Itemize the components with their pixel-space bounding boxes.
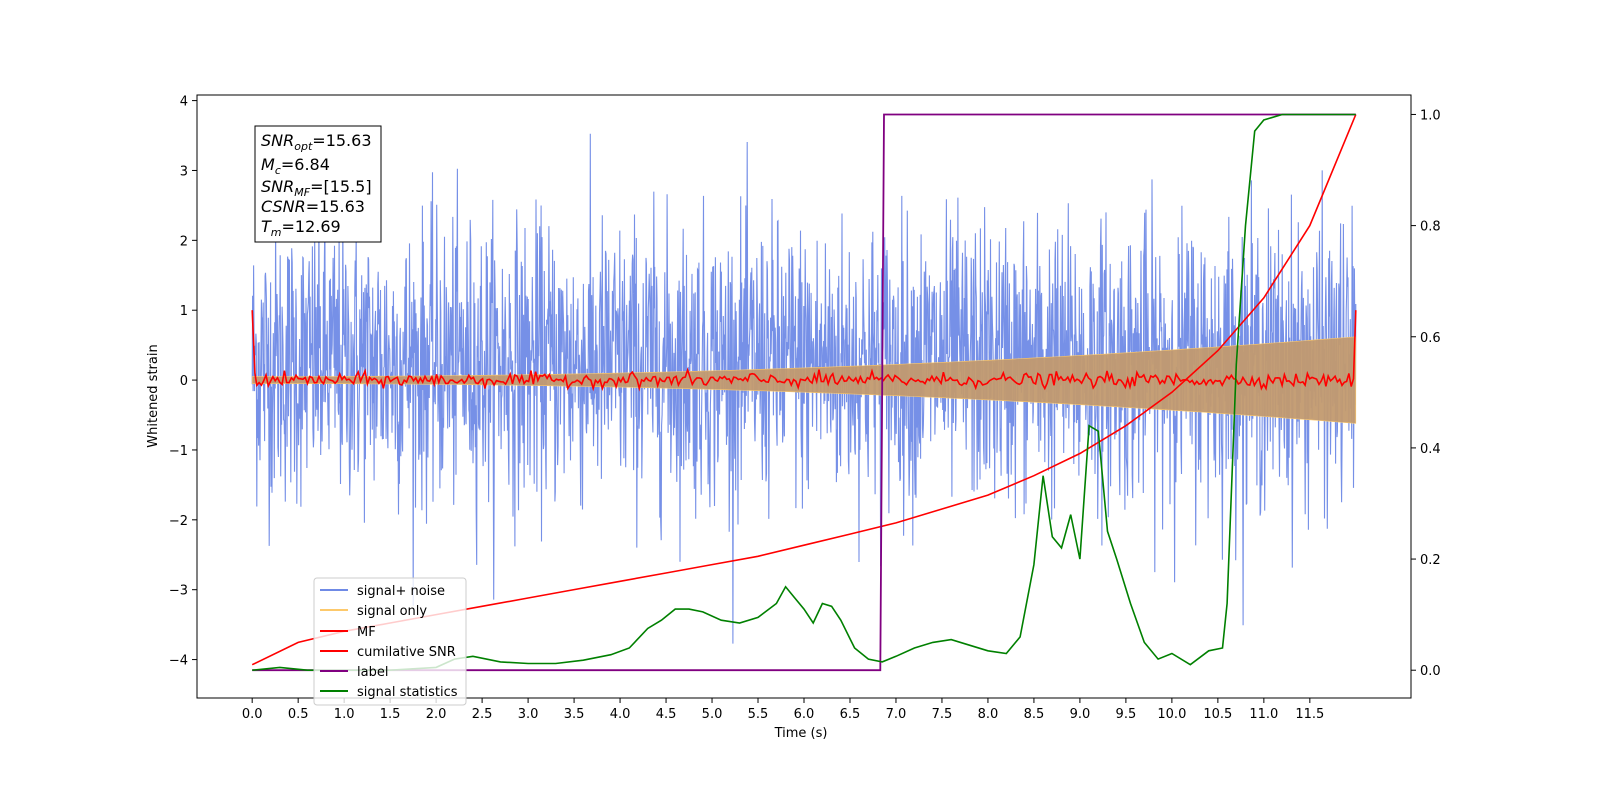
x-tick-label: 2.5	[472, 707, 493, 722]
series-signal-noise	[251, 133, 1357, 644]
info-line-snr-opt: SNRopt=15.63	[261, 131, 372, 153]
legend-item-signal-only: signal only	[320, 604, 427, 619]
series-layer	[251, 113, 1357, 672]
y-tick-label: 3	[180, 164, 188, 179]
x-tick-label: 7.0	[886, 707, 907, 722]
y2-tick-label: 0.2	[1420, 553, 1441, 568]
y2-tick-label: 0.0	[1420, 664, 1441, 679]
legend-frame	[313, 577, 467, 706]
x-tick-label: 11.0	[1249, 707, 1278, 722]
legend-item-cumulative-snr: cumilative SNR	[320, 645, 456, 660]
legend-label-cumulative-snr: cumilative SNR	[357, 645, 456, 660]
x-tick-label: 9.0	[1070, 707, 1091, 722]
x-tick-label: 6.0	[794, 707, 815, 722]
x-tick-label: 3.0	[518, 707, 539, 722]
legend-label-signal-statistics: signal statistics	[357, 685, 458, 700]
info-line-csnr: CSNR=15.63	[261, 197, 365, 216]
info-line-tm: Tm=12.69	[261, 217, 341, 239]
legend-label-signal-only: signal only	[357, 604, 427, 619]
y-axis-label: Whitened strain	[146, 344, 161, 447]
x-axis-label: Time (s)	[774, 726, 828, 741]
x-tick-label: 3.5	[564, 707, 585, 722]
x-tick-label: 11.5	[1295, 707, 1324, 722]
y-tick-label: −2	[169, 514, 188, 529]
y2-tick-label: 0.8	[1420, 220, 1441, 235]
series-signal-statistics	[252, 113, 1356, 671]
legend-label-signal-noise: signal+ noise	[357, 584, 445, 599]
y-tick-label: −4	[169, 654, 188, 669]
x-tick-label: 6.5	[840, 707, 861, 722]
legend-label-label: label	[357, 665, 388, 680]
legend-item-label: label	[320, 665, 388, 680]
x-tick-label: 1.0	[334, 707, 355, 722]
legend-item-signal-noise: signal+ noise	[320, 584, 445, 599]
x-tick-label: 8.5	[1024, 707, 1045, 722]
x-tick-label: 8.0	[978, 707, 999, 722]
y2-tick-label: 0.4	[1420, 442, 1441, 457]
y-tick-label: −3	[169, 584, 188, 599]
y-tick-label: 1	[180, 304, 188, 319]
x-tick-label: 4.0	[610, 707, 631, 722]
x-tick-label: 5.0	[702, 707, 723, 722]
y-tick-label: 4	[180, 95, 188, 110]
x-tick-label: 10.5	[1203, 707, 1232, 722]
legend-item-signal-statistics: signal statistics	[320, 685, 458, 700]
y-tick-label: 2	[180, 234, 188, 249]
y2-tick-label: 0.6	[1420, 331, 1441, 346]
x-tick-label: 5.5	[748, 707, 769, 722]
info-box: SNRopt=15.63 Mc=6.84 SNRMF=[15.5] CSNR=1…	[254, 125, 382, 243]
info-line-mc: Mc=6.84	[261, 155, 330, 177]
legend-label-mf: MF	[357, 625, 376, 640]
x-tick-label: 9.5	[1116, 707, 1137, 722]
x-tick-label: 4.5	[656, 707, 677, 722]
y-axis-left: 4 3 2 1 0 −1 −2 −3 −4	[169, 95, 197, 669]
y-tick-label: 0	[180, 374, 188, 389]
x-tick-label: 2.0	[426, 707, 447, 722]
info-line-snr-mf: SNRMF=[15.5]	[261, 177, 372, 199]
y-tick-label: −1	[169, 444, 188, 459]
legend: signal+ noise signal only MF cumilative …	[313, 577, 467, 706]
y-axis-right: 1.0 0.8 0.6 0.4 0.2 0.0	[1411, 108, 1441, 679]
legend-item-mf: MF	[320, 625, 376, 640]
x-tick-label: 1.5	[380, 707, 401, 722]
x-tick-label: 10.0	[1157, 707, 1186, 722]
series-label	[252, 113, 1356, 672]
x-tick-label: 7.5	[932, 707, 953, 722]
info-box-frame	[254, 125, 382, 243]
x-tick-label: 0.0	[242, 707, 263, 722]
x-axis: 0.0 0.5 1.0 1.5 2.0 2.5 3.0 3.5 4.0 4.5 5.0 5.5 6.0 6…	[242, 698, 1324, 722]
y2-tick-label: 1.0	[1420, 108, 1441, 123]
x-tick-label: 0.5	[288, 707, 309, 722]
series-mf	[251, 310, 1357, 392]
